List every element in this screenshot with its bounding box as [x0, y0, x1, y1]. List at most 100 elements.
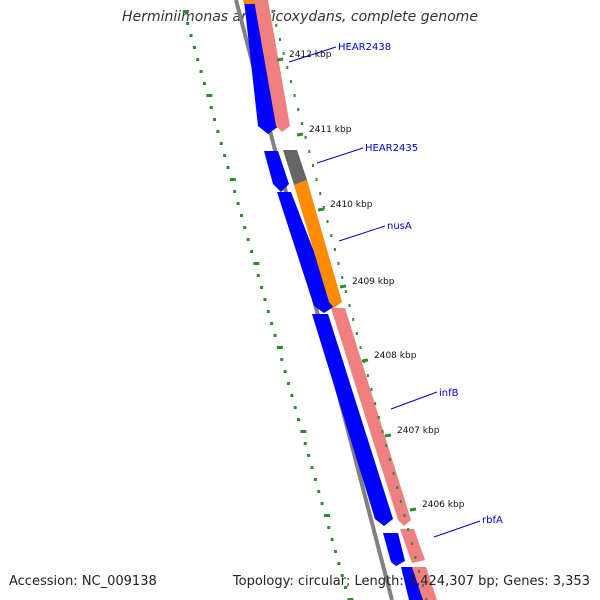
forward-gene-feature: [254, 0, 290, 132]
ruler-dot: [366, 374, 369, 377]
ruler-dot: [282, 52, 285, 55]
gc-skew-dot: [186, 22, 190, 25]
gc-skew-dot: [253, 262, 260, 265]
kbp-tick-label: 2406 kbp: [422, 500, 465, 510]
ruler-dot: [363, 360, 366, 363]
gc-skew-dot: [189, 34, 193, 37]
gc-skew-dot: [260, 286, 264, 289]
gc-skew-dot: [313, 478, 317, 481]
gc-skew-dot: [182, 10, 189, 13]
gc-skew-dot: [223, 154, 227, 157]
kbp-tick-label: 2409 kbp: [352, 277, 395, 287]
ruler-dot: [407, 528, 410, 531]
gene-leader-line: [433, 520, 481, 538]
ruler-dot: [286, 66, 289, 69]
gene-label: infB: [439, 388, 459, 399]
gene-label-lines: HEAR2438 HEAR2435 nusA infB rbfA: [288, 42, 503, 538]
gc-skew-dot: [233, 190, 237, 193]
ruler-dot: [425, 598, 428, 600]
gc-skew-dot: [243, 226, 247, 229]
tick-dash: [317, 207, 325, 212]
gc-skew-dot: [219, 142, 223, 145]
ruler-dot: [330, 234, 333, 237]
ruler-dot: [315, 178, 318, 181]
gc-skew-dot: [347, 598, 354, 600]
ruler-dot: [311, 164, 314, 167]
gc-skew-dot: [236, 202, 240, 205]
gc-skew-dot: [250, 250, 253, 253]
reverse-gene-feature: [277, 192, 335, 313]
gc-skew-dot: [206, 94, 213, 97]
reverse-gene-feature: [264, 151, 289, 192]
ruler-dot: [377, 416, 380, 419]
ruler-dot: [319, 192, 322, 195]
gc-skew-dot: [213, 118, 217, 121]
gc-skew-dot: [293, 406, 297, 409]
ruler-dot: [392, 472, 395, 475]
tick-dash: [339, 284, 347, 289]
gc-skew-dot: [330, 538, 334, 541]
ruler-dot: [300, 122, 303, 125]
gc-skew-dot: [192, 46, 196, 49]
forward-gene-feature: [294, 180, 342, 308]
forward-gene-feature: [412, 567, 437, 600]
gc-skew-dot: [307, 454, 311, 457]
ruler-dot: [344, 290, 347, 293]
forward-gene-feature: [331, 308, 411, 526]
ruler-dot: [278, 38, 281, 41]
gc-skew-dot: [246, 238, 250, 241]
ruler-dot: [410, 542, 413, 545]
gc-skew-dot: [320, 502, 324, 505]
genome-summary-text: Topology: circular; Length: 3,424,307 bp…: [232, 574, 590, 589]
gc-skew-dot: [276, 346, 283, 349]
gc-skew-dot: [334, 550, 337, 553]
ruler-dot: [385, 444, 388, 447]
ruler-dot: [348, 304, 351, 307]
kbp-tick-label: 2408 kbp: [374, 351, 417, 361]
gc-skew-dot: [283, 370, 287, 373]
gc-skew-dot: [266, 310, 270, 313]
ruler-dot: [421, 584, 424, 587]
ruler-dot: [326, 220, 329, 223]
gc-skew-dot: [323, 514, 330, 517]
gc-skew-dot: [196, 58, 200, 61]
ruler-dot: [355, 332, 358, 335]
gene-leader-line: [288, 46, 337, 63]
gene-label: HEAR2438: [338, 42, 391, 53]
gc-skew-dot: [229, 178, 236, 181]
reverse-gene-feature: [244, 0, 279, 134]
ruler-dot: [293, 94, 296, 97]
reverse-gene-feature: [383, 533, 405, 566]
kbp-tick-label: 2410 kbp: [330, 200, 373, 210]
gc-skew-dot: [216, 130, 220, 133]
kbp-tick-label: 2407 kbp: [397, 426, 440, 436]
ruler-dot: [396, 486, 399, 489]
gc-skew-dot: [263, 298, 267, 301]
ruler-dot: [289, 80, 292, 83]
ruler-dot: [337, 262, 340, 265]
ruler-dot: [322, 206, 325, 209]
gc-skew-dot: [317, 490, 321, 493]
ruler-dot: [414, 556, 417, 559]
gc-skew-dot: [286, 382, 290, 385]
gc-skew-dot: [337, 562, 341, 565]
ruler-dot: [374, 402, 377, 405]
gc-skew-dot: [340, 574, 344, 577]
kbp-tick-label: 2411 kbp: [309, 125, 352, 135]
gc-skew-dot: [256, 274, 260, 277]
ruler-dot: [297, 108, 300, 111]
gc-skew-dot: [273, 334, 277, 337]
gene-label: nusA: [387, 221, 412, 232]
gene-label: rbfA: [482, 515, 503, 526]
gc-skew-dot: [297, 418, 301, 421]
forward-gene-feature: [283, 150, 307, 185]
ruler-dot: [381, 430, 384, 433]
reverse-gene-feature: [401, 567, 425, 600]
gc-skew-dot: [280, 358, 284, 361]
ruler-dot: [304, 136, 307, 139]
accession-text: Accession: NC_009138: [9, 574, 157, 589]
ruler-dot: [370, 388, 373, 391]
ruler-dot: [418, 570, 421, 573]
gene-leader-line: [390, 391, 438, 410]
